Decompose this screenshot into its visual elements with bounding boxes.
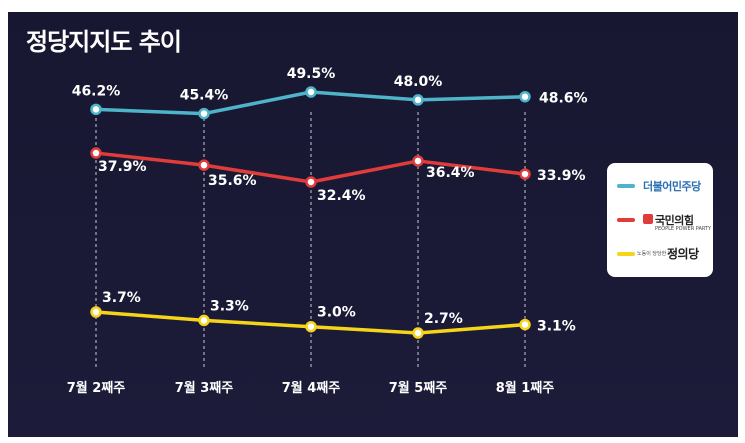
marker-ppp-3: [305, 176, 317, 188]
marker-justice-4: [412, 327, 424, 339]
marker-justice-5: [519, 318, 531, 331]
marker-democratic-4: [412, 94, 424, 106]
marker-democratic-2: [198, 107, 210, 120]
data-label-democratic-1: 46.2%: [72, 83, 121, 99]
data-label-ppp-2: 35.6%: [208, 173, 257, 189]
x-tick-label-4: 7월 5째주: [389, 380, 448, 396]
ppp-logo-icon: [643, 214, 653, 224]
x-tick-label-1: 7월 2째주: [67, 380, 126, 396]
legend: 더불어민주당 국민의힘 PEOPLE POWER PARTY 노동이 당당한 나…: [607, 163, 713, 277]
legend-swatch-ppp: [617, 218, 635, 222]
marker-democratic-3: [305, 86, 317, 98]
marker-justice-3: [305, 320, 317, 333]
x-tick-label-2: 7월 3째주: [175, 380, 234, 396]
marker-democratic-5: [519, 90, 531, 103]
legend-swatch-justice: [617, 252, 635, 256]
marker-justice-2: [198, 314, 210, 327]
marker-justice-1: [90, 306, 102, 318]
marker-ppp-5: [519, 168, 531, 180]
data-label-ppp-4: 36.4%: [426, 165, 475, 181]
data-label-ppp-1: 37.9%: [98, 159, 147, 175]
data-label-ppp-5: 33.9%: [537, 168, 586, 184]
x-tick-label-5: 8월 1째주: [496, 380, 555, 396]
data-label-justice-4: 2.7%: [424, 311, 463, 327]
legend-label-ppp: 국민의힘: [655, 214, 694, 227]
data-label-justice-3: 3.0%: [317, 305, 356, 321]
data-label-justice-2: 3.3%: [210, 298, 249, 314]
marker-ppp-1: [90, 147, 102, 159]
legend-sub-justice: 노동이 당당한 나라: [637, 251, 677, 257]
data-label-democratic-5: 48.6%: [539, 91, 588, 107]
legend-item-justice: 노동이 당당한 나라 정의당: [607, 239, 713, 269]
legend-label-justice: 정의당: [667, 247, 699, 261]
legend-item-ppp: 국민의힘 PEOPLE POWER PARTY: [607, 205, 713, 235]
data-label-justice-5: 3.1%: [537, 319, 576, 335]
legend-swatch-democratic: [617, 184, 635, 188]
legend-label-democratic: 더불어민주당: [643, 180, 701, 193]
legend-item-democratic: 더불어민주당: [607, 171, 713, 201]
data-label-democratic-4: 48.0%: [394, 74, 443, 90]
data-label-ppp-3: 32.4%: [317, 188, 366, 204]
data-label-democratic-3: 49.5%: [287, 66, 336, 82]
x-tick-label-3: 7월 4째주: [282, 380, 341, 396]
chart-title: 정당지지도 추이: [26, 28, 182, 56]
legend-sub-ppp: PEOPLE POWER PARTY: [655, 226, 712, 232]
marker-democratic-1: [90, 103, 102, 116]
data-label-justice-1: 3.7%: [102, 290, 141, 306]
marker-ppp-4: [412, 155, 424, 167]
data-label-democratic-2: 45.4%: [180, 88, 229, 104]
marker-ppp-2: [198, 159, 210, 171]
